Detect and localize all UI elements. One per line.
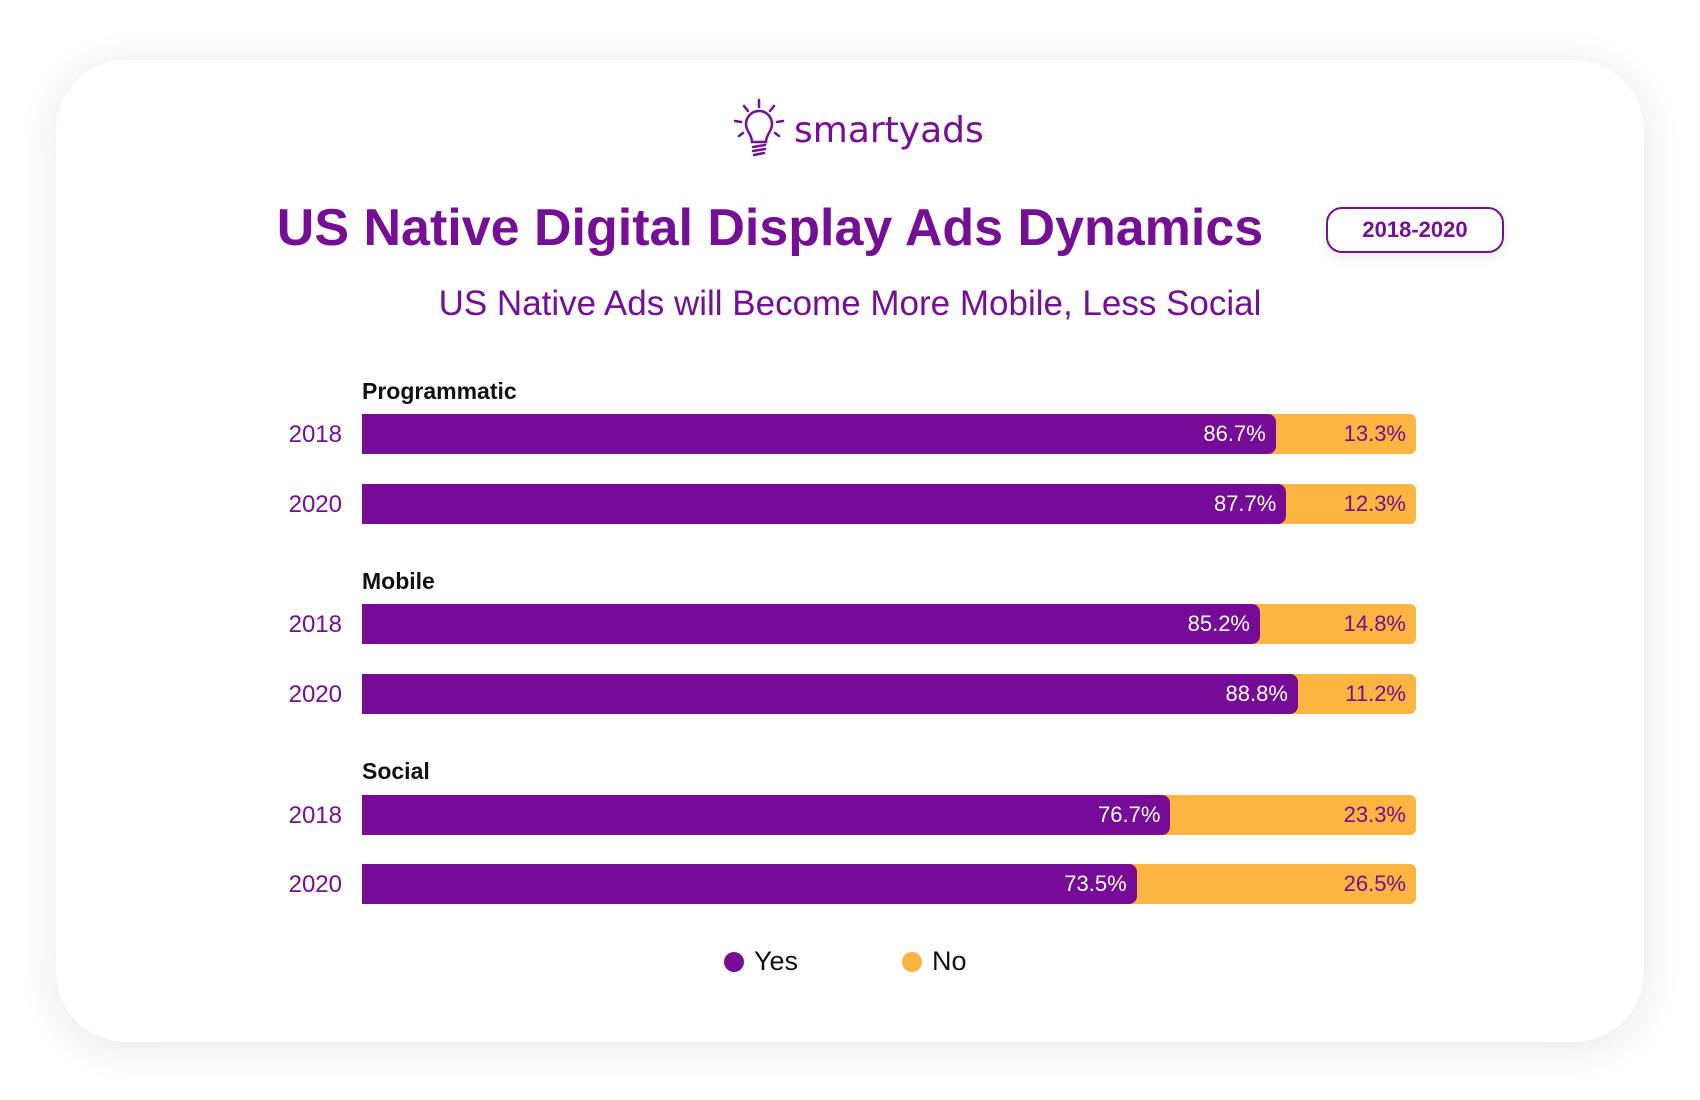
bar-segment-yes: 85.2% <box>362 604 1260 644</box>
stacked-bar: 73.5% 26.5% <box>362 864 1416 904</box>
chart-title: US Native Digital Display Ads Dynamics <box>276 199 1264 257</box>
year-label: 2020 <box>288 491 342 518</box>
year-label: 2020 <box>288 681 342 708</box>
year-range-badge: 2018-2020 <box>1326 207 1504 253</box>
year-label: 2018 <box>288 611 342 638</box>
legend-label-no: No <box>932 946 967 976</box>
category-label: Programmatic <box>362 378 517 404</box>
bar-segment-no: 11.2% <box>1287 674 1416 714</box>
logo-text: smartyads <box>794 109 984 151</box>
year-label: 2018 <box>288 421 342 448</box>
stacked-bar: 86.7% 13.3% <box>362 414 1416 454</box>
legend-label-yes: Yes <box>754 946 799 976</box>
bar-segment-yes: 87.7% <box>362 484 1287 524</box>
year-label: 2018 <box>288 802 342 829</box>
chart-subtitle: US Native Ads will Become More Mobile, L… <box>438 284 1262 323</box>
category-label: Social <box>362 758 430 784</box>
bar-segment-no: 12.3% <box>1276 484 1416 524</box>
legend-swatch-no <box>902 951 922 972</box>
bar-segment-yes: 86.7% <box>362 414 1276 454</box>
stacked-bar: 88.8% 11.2% <box>362 674 1416 714</box>
category-label: Mobile <box>362 568 435 594</box>
bar-segment-no: 14.8% <box>1250 604 1416 644</box>
stacked-bar: 87.7% 12.3% <box>362 484 1416 524</box>
legend-swatch-yes <box>724 951 744 972</box>
stacked-bar: 85.2% 14.8% <box>362 604 1416 644</box>
legend-item-yes: Yes <box>724 946 798 977</box>
bar-segment-no: 26.5% <box>1126 864 1416 904</box>
bar-segment-yes: 88.8% <box>362 674 1298 714</box>
bar-segment-no: 13.3% <box>1265 414 1416 454</box>
lightbulb-icon <box>733 98 785 157</box>
bar-segment-yes: 76.7% <box>362 795 1171 835</box>
bar-segment-yes: 73.5% <box>362 864 1137 904</box>
logo: smartyads <box>730 98 984 162</box>
legend-item-no: No <box>902 946 967 977</box>
year-label: 2020 <box>288 871 342 898</box>
stacked-bar: 76.7% 23.3% <box>362 795 1416 835</box>
bar-segment-no: 23.3% <box>1160 795 1416 835</box>
